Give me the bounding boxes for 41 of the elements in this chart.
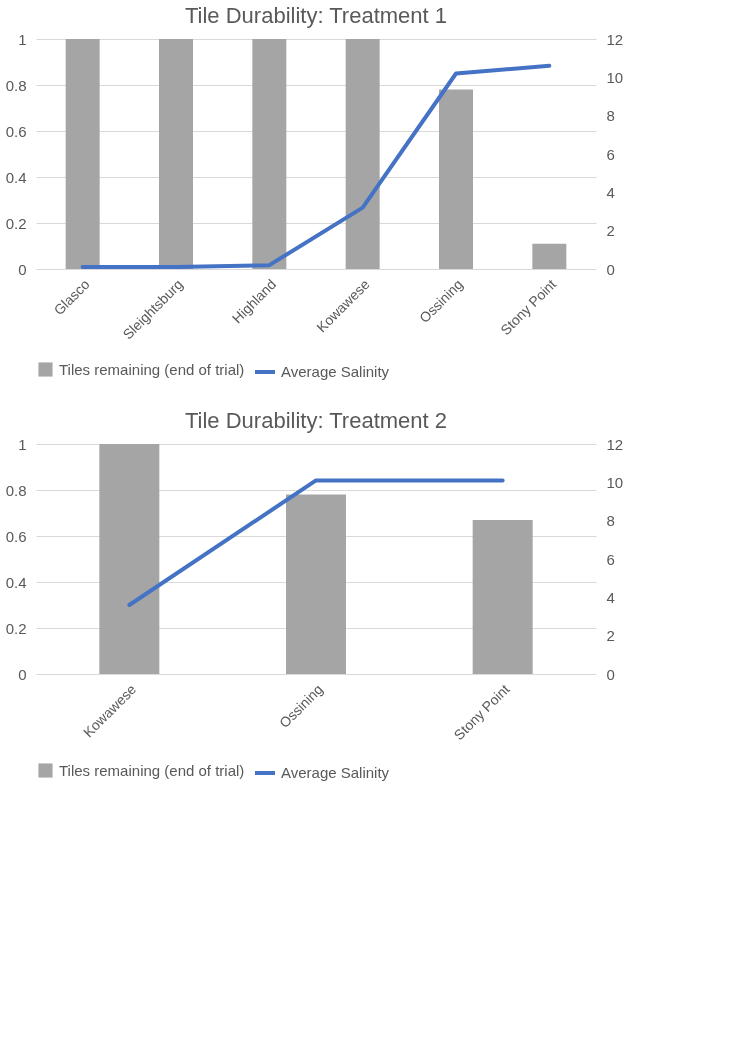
y2-tick-label: 8 bbox=[606, 107, 615, 125]
y-tick-label: 0.6 bbox=[5, 122, 27, 140]
bar bbox=[65, 39, 100, 269]
y2-tick-label: 0 bbox=[606, 665, 615, 683]
y-tick-label: 1 bbox=[18, 435, 27, 453]
y2-tick-label: 2 bbox=[606, 222, 615, 240]
y-tick-label: 0 bbox=[18, 260, 27, 278]
y-tick-label: 0.6 bbox=[5, 527, 27, 545]
bar bbox=[472, 519, 533, 674]
y2-tick-label: 10 bbox=[606, 68, 624, 86]
bar bbox=[345, 39, 380, 269]
chart-title: Tile Durability: Treatment 2 bbox=[184, 408, 448, 433]
bar bbox=[532, 243, 567, 269]
y2-tick-label: 4 bbox=[606, 588, 615, 606]
legend-label: Tiles remaining (end of trial) bbox=[59, 360, 245, 378]
line-series bbox=[80, 63, 552, 270]
legend-label: Tiles remaining (end of trial) bbox=[59, 761, 245, 779]
y2-tick-label: 12 bbox=[606, 30, 624, 48]
bar bbox=[286, 494, 346, 674]
y2-tick-label: 6 bbox=[606, 550, 615, 568]
y2-tick-label: 4 bbox=[606, 183, 615, 201]
y2-tick-label: 6 bbox=[606, 145, 615, 163]
y2-tick-label: 12 bbox=[606, 435, 624, 453]
y-tick-label: 0.4 bbox=[5, 573, 27, 591]
y-tick-label: 0.8 bbox=[5, 76, 27, 94]
y2-tick-label: 2 bbox=[606, 627, 615, 645]
y-tick-label: 0.2 bbox=[5, 619, 27, 637]
bar bbox=[252, 39, 287, 269]
y-tick-label: 1 bbox=[18, 30, 27, 48]
y2-tick-label: 10 bbox=[606, 473, 624, 491]
y2-tick-label: 0 bbox=[606, 260, 615, 278]
bar bbox=[439, 89, 473, 269]
chart-title: Tile Durability: Treatment 1 bbox=[184, 3, 448, 28]
y-tick-label: 0.8 bbox=[5, 481, 27, 499]
y-tick-label: 0 bbox=[18, 665, 27, 683]
legend-label: Average Salinity bbox=[281, 764, 390, 781]
legend-label: Average Salinity bbox=[281, 363, 390, 380]
y-tick-label: 0.2 bbox=[5, 214, 27, 232]
bar bbox=[99, 444, 160, 674]
y2-tick-label: 8 bbox=[606, 512, 615, 530]
y-tick-label: 0.4 bbox=[5, 168, 27, 186]
